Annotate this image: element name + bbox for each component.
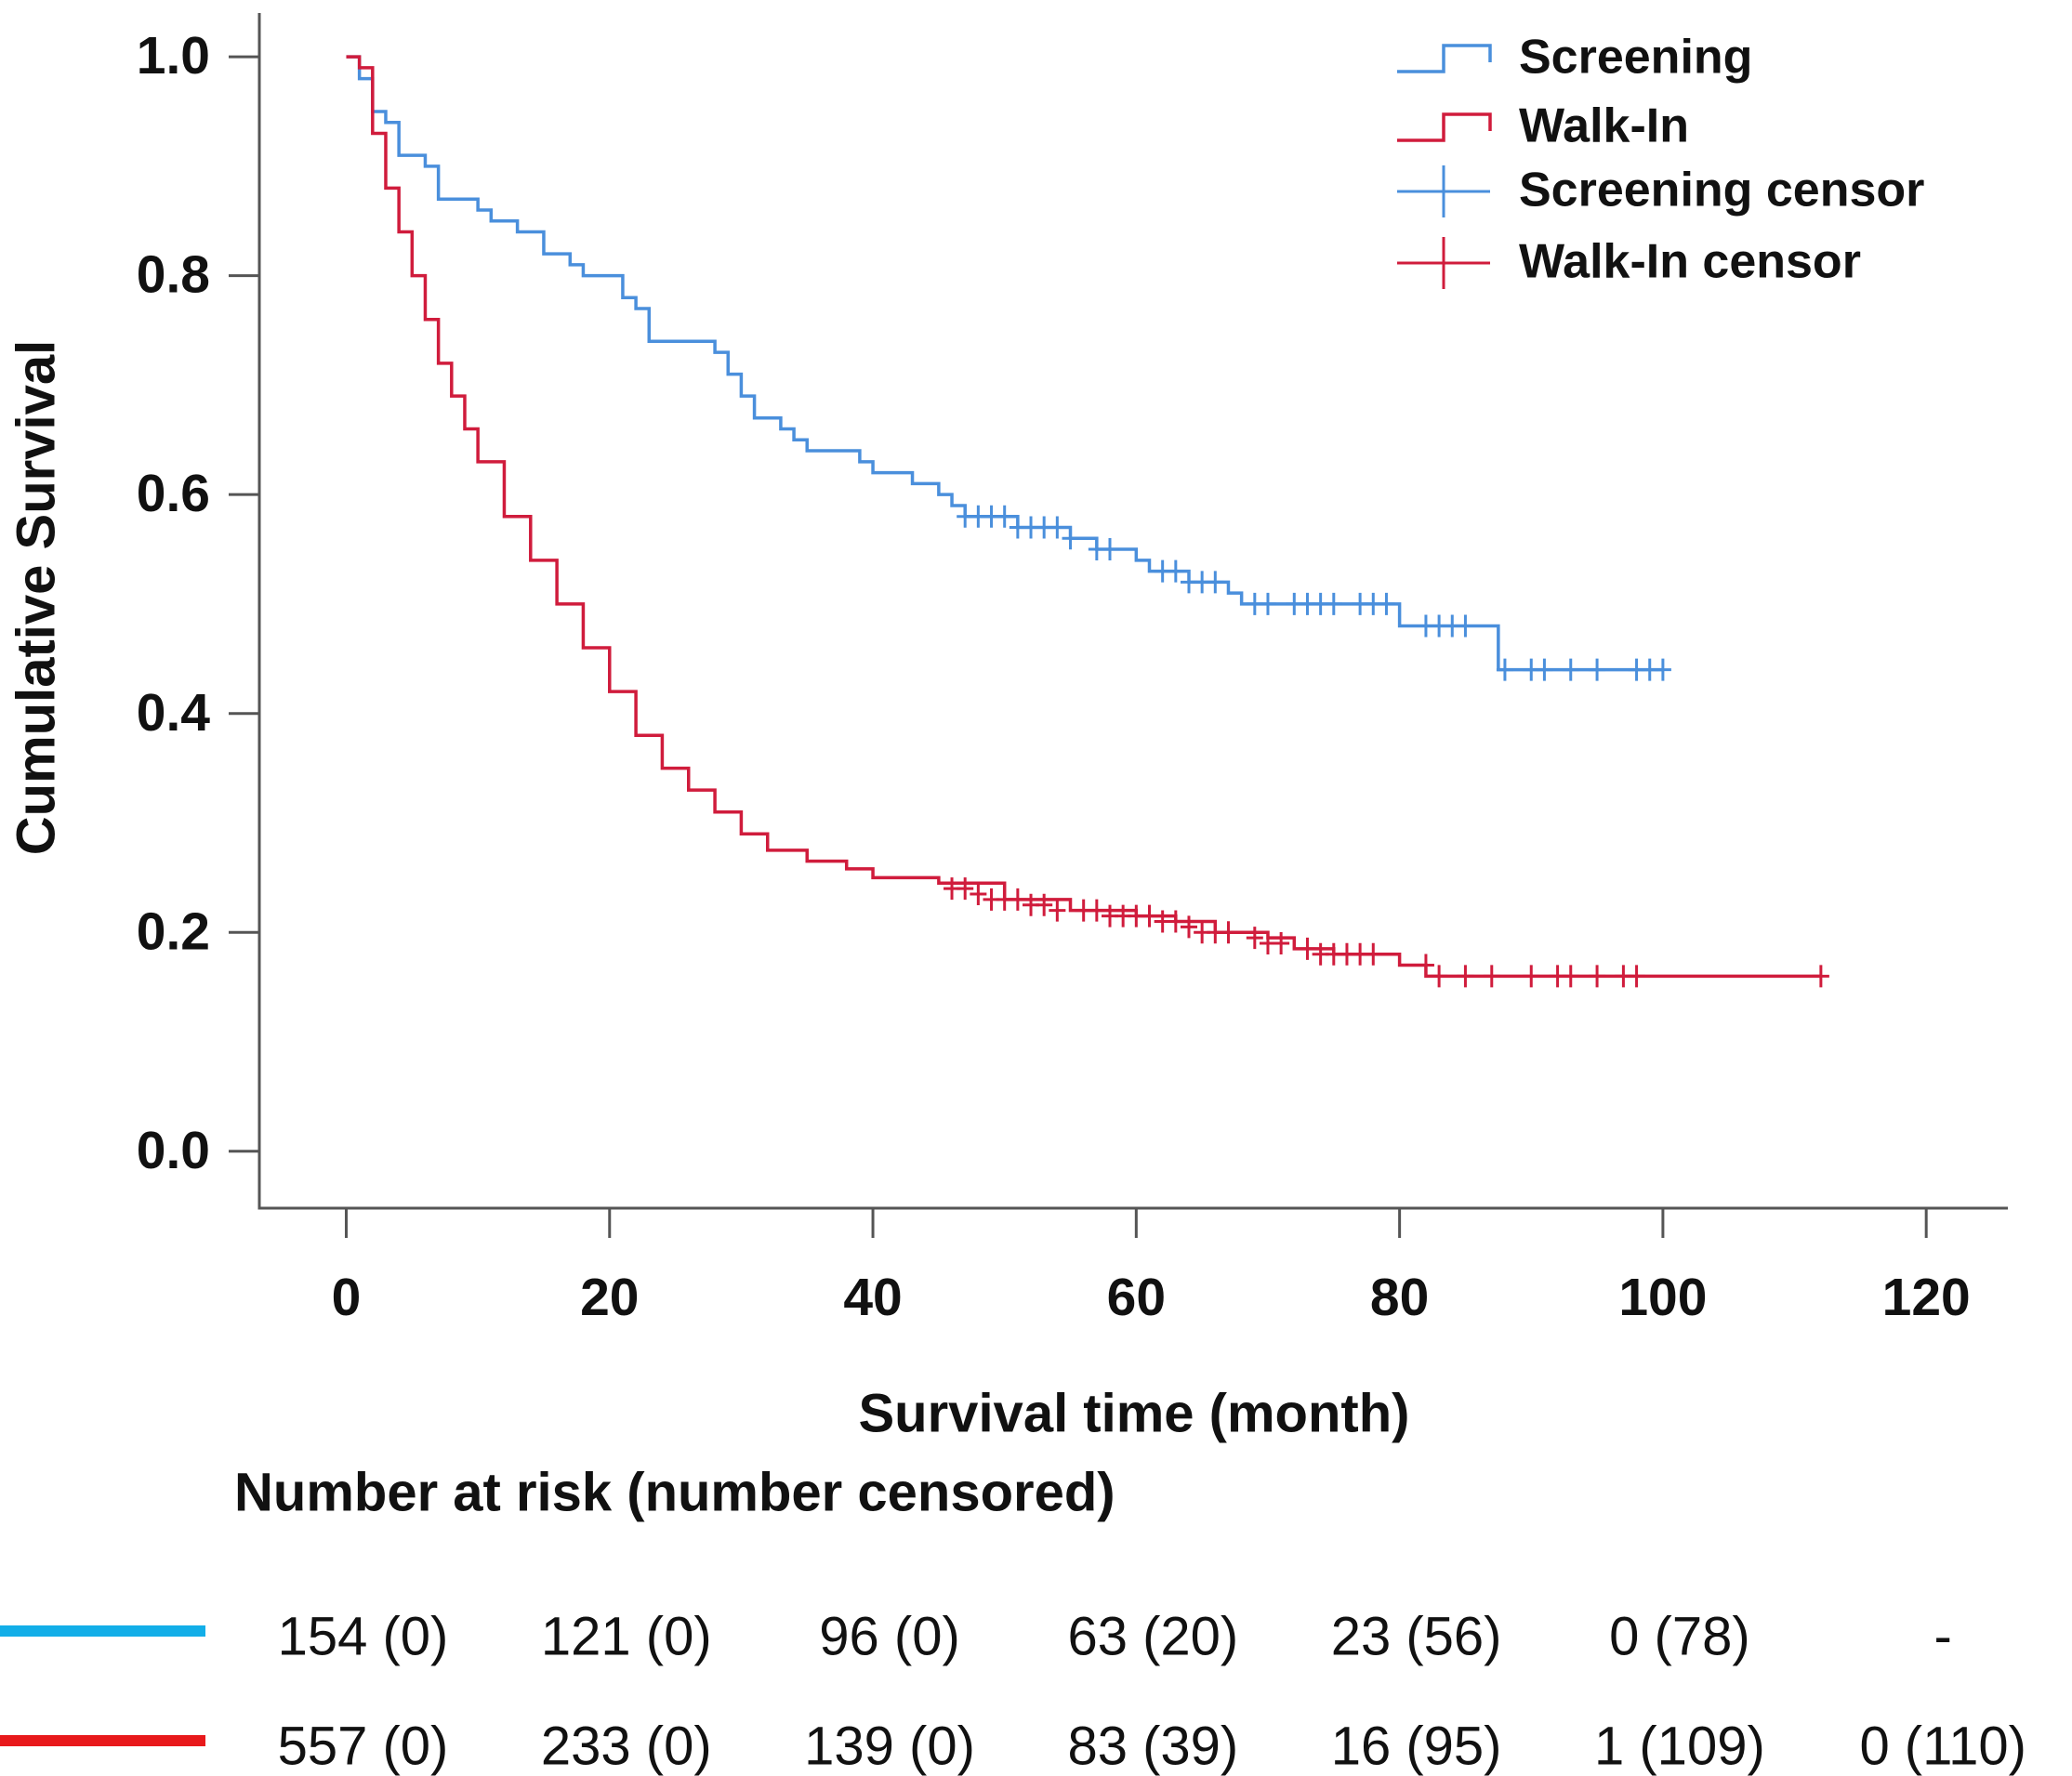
censor-mark [1062,527,1079,550]
risk-cell: 121 (0) [541,1606,712,1666]
risk-cell: 0 (110) [1859,1716,2026,1776]
risk-cell: 23 (56) [1331,1606,1502,1666]
survival-curve [346,55,1663,672]
x-axis-label: Survival time (month) [859,1383,1410,1443]
censor-mark [1325,592,1342,615]
legend-icon [1397,237,1490,289]
x-tick-label: 60 [1107,1268,1166,1327]
risk-cell: 16 (95) [1331,1716,1502,1776]
censor-mark [1088,899,1105,922]
y-tick-label: 0.0 [137,1121,210,1180]
censor-mark [1365,942,1382,966]
legend-label: Screening [1519,31,1752,85]
risk-cell: 83 (39) [1067,1716,1238,1776]
y-tick-label: 0.6 [137,464,210,523]
axis-frame [257,13,2008,1210]
censor-mark [1654,658,1671,681]
censor-mark [957,877,974,901]
legend-label: Walk-In censor [1519,235,1861,289]
censor-mark [1496,658,1513,681]
censor-mark [1009,888,1026,911]
censor-mark [1457,965,1474,988]
censor-mark [1259,592,1276,615]
censor-mark [1167,910,1184,933]
censor-mark [996,505,1013,528]
risk-table-title: Number at risk (number censored) [234,1462,1115,1522]
censor-mark [1457,614,1474,638]
risk-cell: 0 (78) [1609,1606,1750,1666]
censor-mark [1141,904,1158,927]
censor-mark [1299,937,1316,960]
x-tick-label: 20 [580,1268,639,1327]
censor-mark [1536,658,1553,681]
risk-cell: 96 (0) [819,1606,960,1666]
x-tick-label: 40 [843,1268,902,1327]
censor-mark [1180,915,1197,939]
censor-mark [1589,965,1606,988]
risk-cell: 233 (0) [541,1716,712,1776]
x-tick-label: 100 [1618,1268,1707,1327]
y-tick-label: 1.0 [137,26,210,86]
censor-mark [1483,965,1500,988]
risk-cell: 154 (0) [278,1606,449,1666]
censor-mark [1523,965,1540,988]
risk-cell: - [1934,1606,1952,1666]
censor-mark [1049,516,1066,539]
censor-mark [1417,954,1434,977]
censor-mark [1207,571,1224,594]
censor-mark [1378,592,1395,615]
legend-icon [1397,112,1492,142]
risk-cell: 1 (109) [1594,1716,1765,1776]
censor-mark [970,883,987,906]
censor-mark [1431,965,1448,988]
y-axis-label: Cumulative Survival [6,340,66,855]
x-tick-label: 120 [1882,1268,1971,1327]
censor-mark [1102,538,1118,561]
y-tick-label: 0.2 [137,901,210,961]
legend-icon [1397,165,1490,217]
y-tick-label: 0.4 [137,683,211,743]
censor-mark [1812,965,1829,988]
risk-cell: 557 (0) [278,1716,449,1776]
censor-mark [1628,965,1645,988]
x-tick-label: 80 [1370,1268,1429,1327]
censor-mark [1049,899,1066,922]
x-tick-label: 0 [332,1268,362,1327]
censor-mark [1562,965,1579,988]
risk-cell: 139 (0) [804,1716,975,1776]
censor-mark [1167,559,1184,583]
censor-mark [1273,932,1290,955]
censor-mark [1220,921,1237,944]
censor-mark [1562,658,1579,681]
legend-label: Screening censor [1519,164,1924,217]
legend-label: Walk-In [1519,99,1689,153]
y-tick-label: 0.8 [137,245,210,305]
censor-mark [1589,658,1606,681]
censor-mark [1036,893,1053,916]
censor-mark [1246,927,1263,950]
risk-cell: 63 (20) [1067,1606,1238,1666]
legend-icon [1397,44,1492,73]
